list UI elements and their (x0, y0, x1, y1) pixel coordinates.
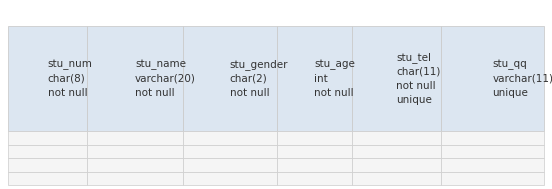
Bar (441, 131, 544, 145)
Text: stu_num
char(8)
not null: stu_num char(8) not null (47, 59, 93, 98)
Bar (183, 158, 277, 171)
Bar (277, 171, 352, 185)
Bar (87, 26, 183, 131)
Bar (352, 26, 441, 131)
Bar (8, 171, 87, 185)
Bar (8, 158, 87, 171)
Bar (277, 131, 352, 145)
Bar (352, 158, 441, 171)
Bar (352, 131, 441, 145)
Bar (277, 158, 352, 171)
Text: stu_gender
char(2)
not null: stu_gender char(2) not null (230, 59, 288, 98)
Bar (441, 26, 544, 131)
Text: stu_name
varchar(20)
not null: stu_name varchar(20) not null (135, 59, 196, 98)
Bar (87, 145, 183, 158)
Bar (277, 145, 352, 158)
Bar (183, 26, 277, 131)
Bar (352, 145, 441, 158)
Bar (87, 171, 183, 185)
Bar (441, 171, 544, 185)
Bar (183, 131, 277, 145)
Bar (352, 171, 441, 185)
Bar (441, 158, 544, 171)
Text: stu_qq
varchar(11)
unique: stu_qq varchar(11) unique (492, 59, 552, 98)
Bar (87, 158, 183, 171)
Bar (8, 145, 87, 158)
Text: stu_tel
char(11)
not null
unique: stu_tel char(11) not null unique (396, 52, 440, 105)
Bar (183, 171, 277, 185)
Bar (8, 26, 87, 131)
Bar (8, 131, 87, 145)
Bar (277, 26, 352, 131)
Bar (87, 131, 183, 145)
Bar (441, 145, 544, 158)
Text: stu_age
int
not null: stu_age int not null (314, 59, 355, 98)
Bar (183, 145, 277, 158)
